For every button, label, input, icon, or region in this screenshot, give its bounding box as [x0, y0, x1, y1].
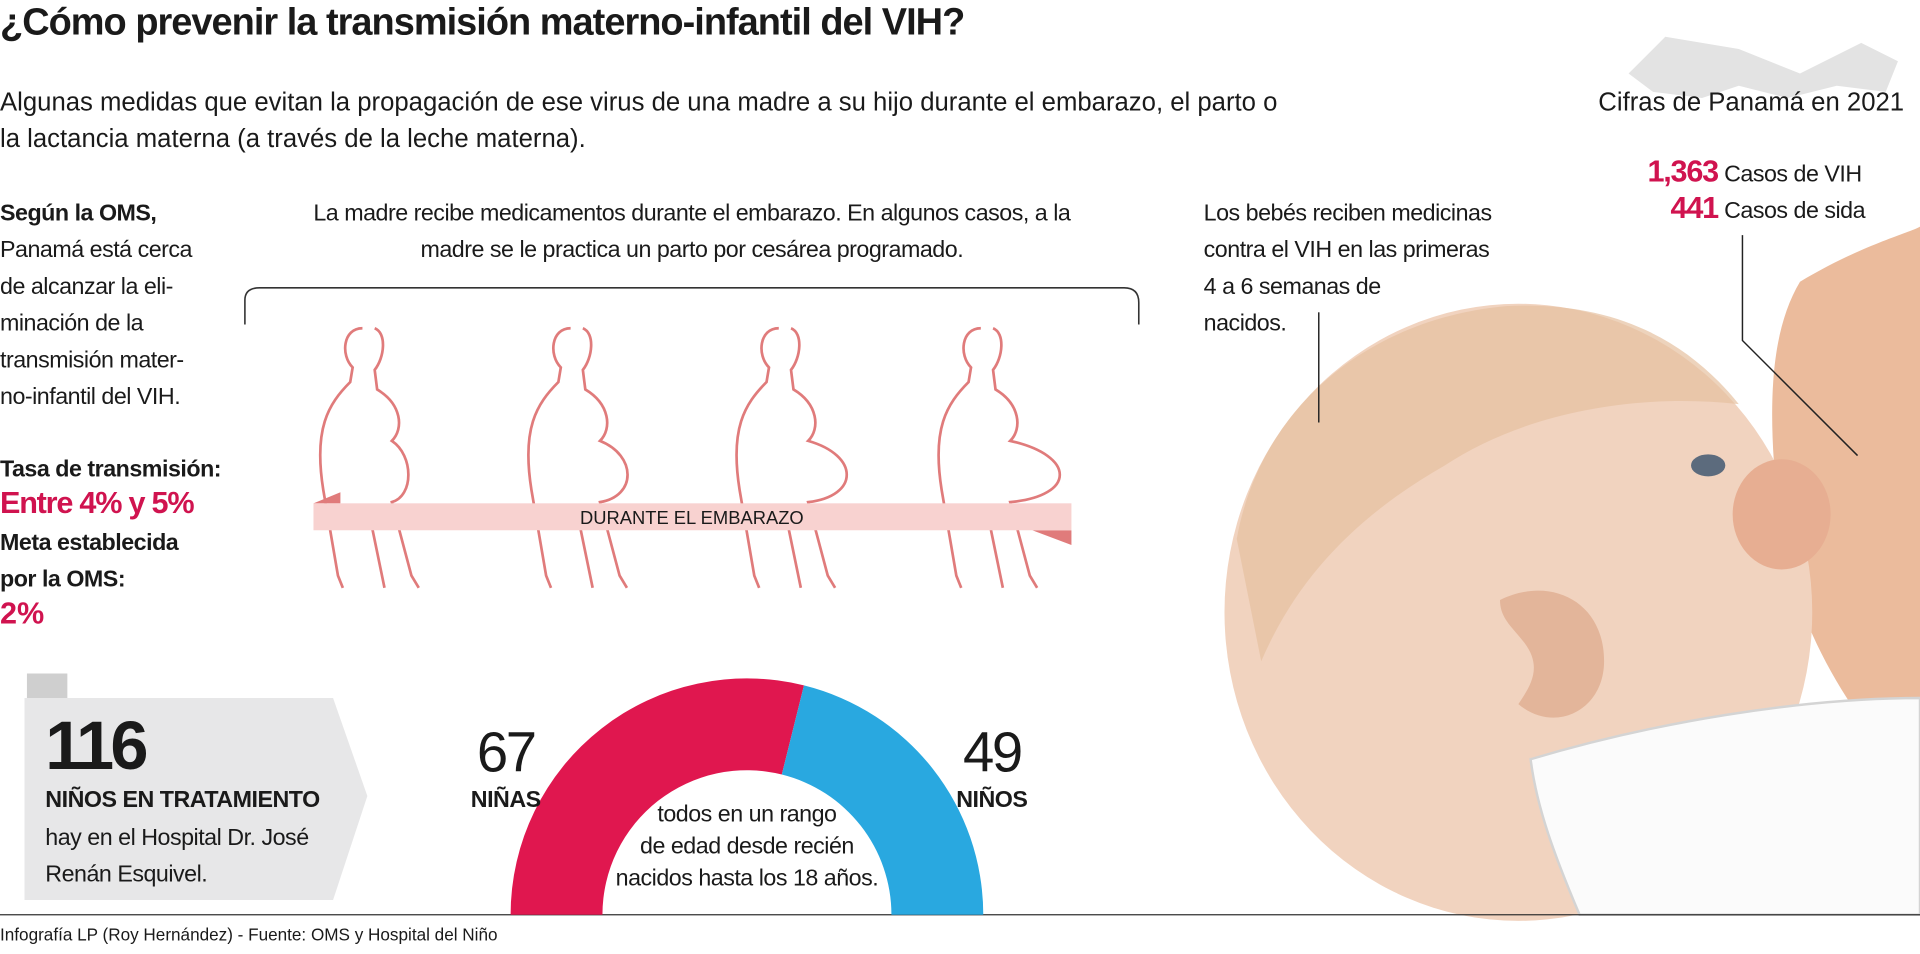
donut-label: NIÑOS: [956, 785, 1027, 812]
donut-note: todos en un rango: [657, 801, 836, 827]
pregnancy-text: madre se le practica un parto por cesáre…: [420, 236, 963, 262]
panel: [24, 698, 368, 901]
donut-note: nacidos hasta los 18 años.: [616, 864, 879, 890]
rate-label: Tasa de transmisión:: [0, 455, 221, 481]
rate: Entre 4% y 5%: [0, 486, 194, 520]
babies-text: nacidos.: [1204, 310, 1287, 336]
pregnant-figure: [937, 326, 1062, 589]
band-fold: [313, 492, 341, 504]
oms-text: de alcanzar la eli-: [0, 273, 173, 299]
stats-title: Cifras de Panamá en 2021: [1598, 88, 1904, 116]
subtitle: Algunas medidas que evitan la propagació…: [0, 88, 1277, 116]
pregnancy-text: La madre recibe medicamentos durante el …: [313, 199, 1071, 225]
stat-value: 1,363: [1647, 154, 1718, 188]
goal: 2%: [0, 596, 44, 630]
band-fold: [1032, 530, 1072, 545]
photo: [1224, 36, 1920, 921]
donut-label: NIÑAS: [471, 785, 541, 812]
goal-label: Meta establecida: [0, 529, 180, 555]
bracket: [244, 287, 1140, 325]
donut-segment: [510, 678, 804, 915]
treatment-text: Renán Esquivel.: [45, 861, 207, 887]
oms-lead: Según la OMS,: [0, 199, 156, 225]
donut-value: 49: [963, 720, 1021, 783]
donut-value: 67: [477, 720, 535, 783]
goal-label: por la OMS:: [0, 566, 125, 592]
stat-label: Casos de sida: [1724, 197, 1866, 223]
pregnant-figure: [735, 326, 848, 589]
pregnant-figure: [527, 326, 629, 589]
donut-note: de edad desde recién: [640, 833, 854, 859]
treatment-label: NIÑOS EN TRATAMIENTO: [45, 785, 320, 812]
babies-text: Los bebés reciben medicinas: [1204, 199, 1492, 225]
stat-value: 441: [1671, 191, 1720, 225]
subtitle: la lactancia materna (a través de la lec…: [0, 125, 586, 153]
footer: Infografía LP (Roy Hernández) - Fuente: …: [0, 924, 498, 944]
babies-text: contra el VIH en las primeras: [1204, 236, 1490, 262]
treatment-count: 116: [45, 707, 146, 784]
oms-text: minación de la: [0, 310, 144, 336]
oms-text: Panamá está cerca: [0, 236, 193, 262]
stat-label: Casos de VIH: [1724, 160, 1862, 186]
panel-corner: [26, 673, 68, 699]
babies-text: 4 a 6 semanas de: [1204, 273, 1381, 299]
pregnant-figure: [318, 326, 420, 589]
band-label: DURANTE EL EMBARAZO: [580, 507, 804, 528]
treatment-text: hay en el Hospital Dr. José: [45, 824, 308, 850]
oms-text: no-infantil del VIH.: [0, 383, 180, 409]
band: [313, 503, 1072, 531]
oms-text: transmisión mater-: [0, 346, 184, 372]
donut-segment: [781, 685, 984, 915]
figures: [318, 326, 1062, 589]
title: ¿Cómo prevenir la transmisión materno-in…: [0, 1, 964, 43]
